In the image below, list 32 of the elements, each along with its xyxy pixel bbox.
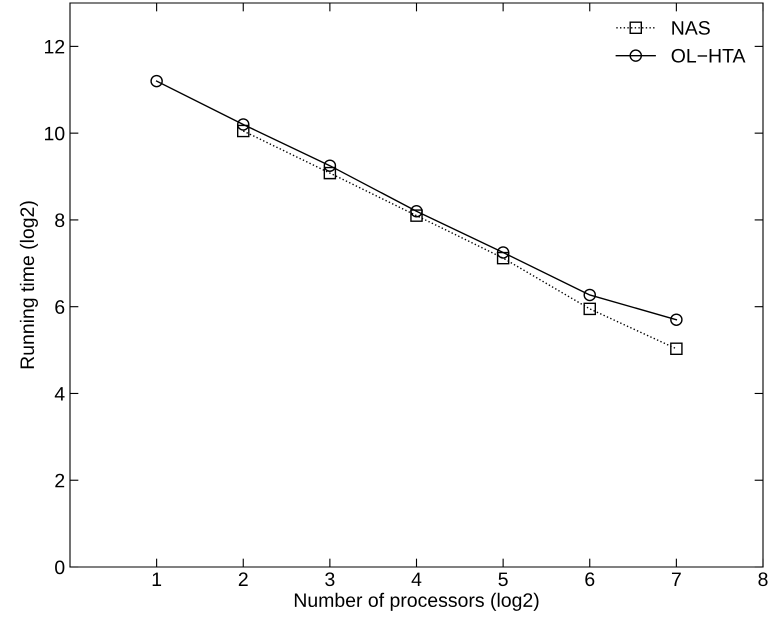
x-tick-label: 5 [498, 572, 508, 586]
legend-label: NAS [672, 21, 710, 35]
point [237, 124, 250, 138]
x-tick-label: 6 [585, 572, 594, 586]
y-tick-label: 4 [54, 387, 65, 401]
y-tick-label: 2 [55, 474, 64, 488]
point [496, 246, 510, 259]
point [410, 209, 423, 222]
x-tick-label: 8 [758, 572, 768, 586]
point [237, 118, 250, 131]
point [324, 159, 336, 172]
y-tick-label: 8 [55, 213, 64, 228]
y-tick-label: 6 [55, 300, 64, 314]
x-tick-label: 3 [325, 572, 334, 586]
legend-label: OL−HTA [672, 48, 746, 63]
point [584, 302, 596, 316]
point [496, 252, 510, 264]
point [150, 74, 163, 88]
point [584, 288, 596, 302]
y-tick-label: 10 [44, 126, 64, 140]
x-tick-label: 7 [672, 572, 681, 586]
point [670, 313, 683, 326]
x-tick-label: 4 [412, 572, 422, 586]
x-tick-label: 2 [238, 572, 248, 586]
point [324, 166, 336, 180]
y-tick-label: 12 [44, 40, 64, 54]
x-tick-label: 1 [152, 572, 162, 586]
point [670, 342, 683, 356]
y-tick-label: 0 [55, 560, 64, 574]
y-axis-title: Running time (log2) [20, 201, 38, 368]
x-axis-title: Number of processors (log2) [294, 592, 538, 611]
point [410, 204, 423, 218]
